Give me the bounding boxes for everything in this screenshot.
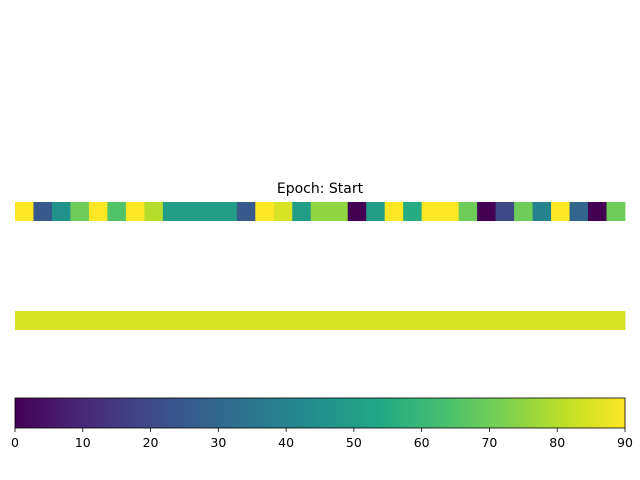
colorbar-tick-label: 50	[346, 435, 362, 450]
colorbar-tick-label: 40	[278, 435, 294, 450]
colorbar-tick-label: 70	[481, 435, 497, 450]
heatmap-row1-cell-8	[144, 202, 164, 221]
heatmap-row1-cell-17	[310, 202, 330, 221]
heatmap-row1-cell-20	[366, 202, 386, 221]
colorbar-tick-label: 10	[75, 435, 91, 450]
heatmap-row1-cell-14	[255, 202, 275, 221]
heatmap-row1-cell-27	[495, 202, 515, 221]
heatmap-row1-cell-15	[273, 202, 293, 221]
heatmap-row1-cell-16	[292, 202, 312, 221]
heatmap-row1-cell-32	[588, 202, 607, 221]
colorbar-tick-label: 20	[143, 435, 159, 450]
heatmap-row1-cell-25	[458, 202, 478, 221]
colorbar-frame	[14, 397, 626, 429]
heatmap-row1-cell-2	[33, 202, 53, 221]
colorbar: 0 10 20 30 40 50 60 70 80 90	[11, 397, 633, 450]
heatmap-row1-cell-11	[199, 202, 219, 221]
colorbar-tick-label: 30	[210, 435, 226, 450]
colorbar-tick-label: 0	[11, 435, 19, 450]
colorbar-tick-label: 60	[414, 435, 430, 450]
heatmap-row1-cell-31	[569, 202, 589, 221]
heatmap-row1-cell-18	[329, 202, 349, 221]
colorbar-gradient	[15, 398, 625, 428]
heatmap-row1-cell-13	[236, 202, 256, 221]
heatmap-row1-cell-21	[384, 202, 404, 221]
heatmap-row-2	[15, 311, 626, 330]
heatmap-row1-cell-6	[107, 202, 127, 221]
heatmap-row1-cell-4	[70, 202, 90, 221]
heatmap-row1-cell-1	[15, 202, 34, 221]
heatmap-row1-cell-19	[347, 202, 367, 221]
colorbar-ticks: 0 10 20 30 40 50 60 70 80 90	[11, 428, 633, 450]
heatmap-row-epoch-start	[15, 202, 626, 221]
heatmap-row1-cell-22	[403, 202, 423, 221]
heatmap-row1-cell-7	[125, 202, 145, 221]
heatmap-row1-cell-23	[421, 202, 441, 221]
heatmap-row1-cell-33	[606, 202, 626, 221]
heatmap-row1-cell-9	[162, 202, 182, 221]
colorbar-tick-label: 90	[617, 435, 633, 450]
heatmap-row1-cell-30	[551, 202, 570, 221]
colorbar-tick-label: 80	[549, 435, 565, 450]
chart-title: Epoch: Start	[277, 181, 364, 197]
heatmap-row1-cell-28	[514, 202, 533, 221]
heatmap-row2-cell-1	[15, 311, 626, 330]
heatmap-row1-cell-26	[477, 202, 496, 221]
heatmap-row1-cell-10	[181, 202, 201, 221]
heatmap-row1-cell-12	[218, 202, 238, 221]
heatmap-row1-cell-3	[51, 202, 71, 221]
heatmap-row1-cell-29	[532, 202, 552, 221]
heatmap-row1-cell-24	[440, 202, 460, 221]
heatmap-row1-cell-5	[88, 202, 108, 221]
